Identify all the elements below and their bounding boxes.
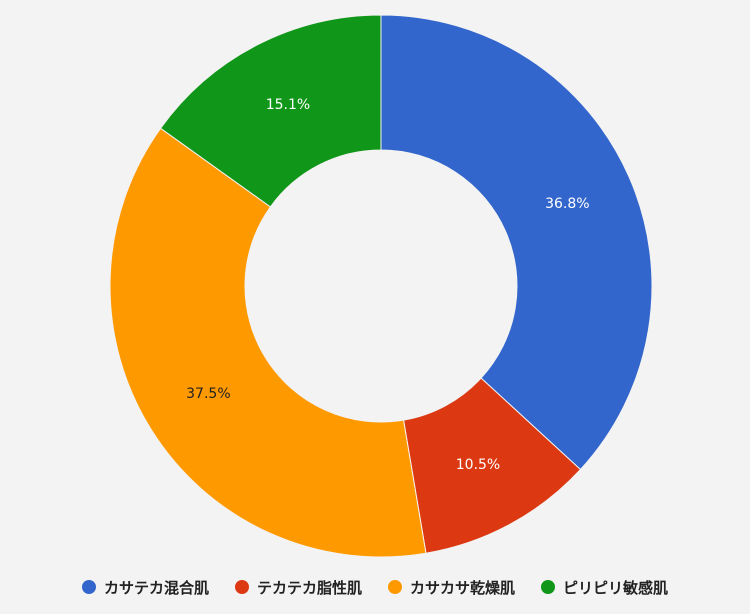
chart-legend: カサテカ混合肌 テカテカ脂性肌 カサカサ乾燥肌 ピリピリ敏感肌	[0, 574, 750, 600]
slice-3	[109, 127, 427, 558]
legend-item-2: テカテカ脂性肌	[234, 577, 362, 598]
legend-dot-icon	[388, 580, 402, 594]
slice-1	[380, 14, 653, 471]
slice-4	[159, 14, 382, 208]
legend-label: ピリピリ敏感肌	[563, 578, 669, 597]
slice-label-4: 15.1%	[266, 97, 310, 113]
legend-item-4: ピリピリ敏感肌	[541, 577, 668, 598]
legend-dot-icon	[541, 580, 556, 594]
legend-label: カサカサ乾燥肌	[410, 578, 516, 597]
legend-label: カサテカ混合肌	[103, 578, 209, 597]
slice-label-2: 10.5%	[456, 457, 500, 473]
legend-dot-icon	[234, 580, 249, 594]
slice-label-1: 36.8%	[545, 196, 589, 212]
legend-dot-icon	[81, 580, 96, 594]
legend-item-3: カサカサ乾燥肌	[388, 577, 515, 598]
legend-item-1: カサテカ混合肌	[81, 577, 209, 598]
slice-label-3: 37.5%	[186, 386, 230, 402]
legend-label: テカテカ脂性肌	[256, 578, 362, 597]
